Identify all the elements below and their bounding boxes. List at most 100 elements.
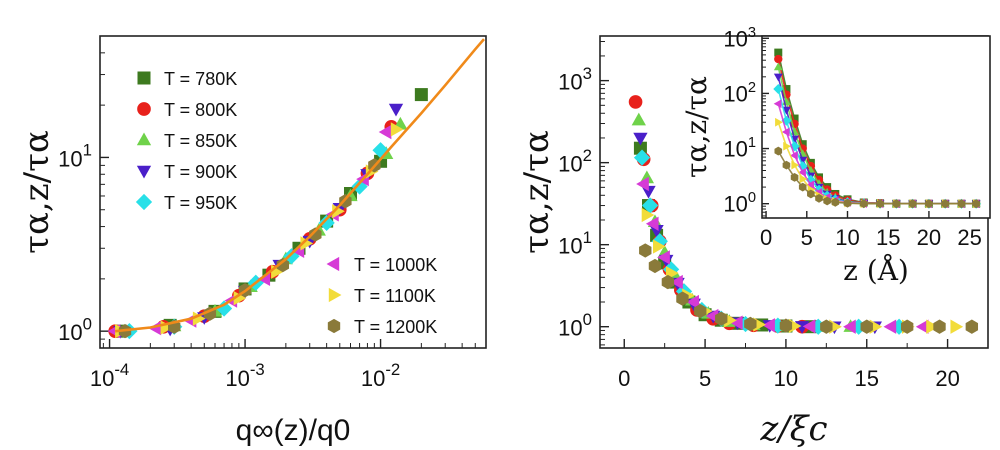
data-point <box>661 274 675 290</box>
data-point <box>774 146 783 156</box>
legend-entry: T = 1200K <box>327 317 437 337</box>
x-tick-label: 15 <box>876 225 900 250</box>
y-tick-label: 100 <box>558 310 592 341</box>
data-point <box>762 318 775 333</box>
y-axis-label: τα,z/τα <box>680 76 713 178</box>
data-point <box>773 99 782 109</box>
legend-marker <box>326 256 340 272</box>
x-tick-label: 5 <box>699 366 711 391</box>
data-point <box>686 294 699 310</box>
data-point <box>791 160 800 170</box>
data-point <box>372 142 389 159</box>
data-point <box>631 112 646 126</box>
data-point <box>925 199 933 209</box>
data-point <box>670 274 683 290</box>
data-point <box>744 316 757 332</box>
data-point <box>694 303 707 319</box>
x-tick-label: 10-2 <box>361 360 400 391</box>
series-t-1200k <box>774 146 980 209</box>
data-point <box>775 117 783 127</box>
legend-label: T = 1200K <box>354 317 437 337</box>
data-point <box>798 182 807 192</box>
y-axis-label: τα,z/τα <box>517 130 557 254</box>
legend-label: T = 1100K <box>354 286 436 306</box>
data-point <box>823 196 831 206</box>
data-point <box>318 214 335 232</box>
data-point <box>641 185 656 199</box>
data-point <box>779 318 793 333</box>
data-point <box>774 54 783 64</box>
data-point <box>414 88 428 102</box>
data-point <box>639 243 652 258</box>
legend-entry: T = 900K <box>136 162 237 182</box>
y-tick-label: 101 <box>723 135 756 161</box>
data-point <box>900 319 914 334</box>
data-point <box>773 84 784 95</box>
legend-label: T = 950K <box>164 193 237 213</box>
data-point <box>950 319 964 334</box>
data-point <box>831 197 840 207</box>
x-tick-label: 20 <box>935 366 959 391</box>
legend-entry: T = 850K <box>136 131 237 151</box>
data-point <box>388 103 404 117</box>
x-axis-label: z (Å) <box>843 254 909 287</box>
data-point <box>636 176 649 192</box>
series-t-1000k <box>107 124 392 339</box>
legend-marker <box>328 287 342 303</box>
x-axis-label: z/ξc <box>759 409 827 449</box>
data-point <box>276 257 290 273</box>
data-point <box>892 199 901 209</box>
data-point <box>648 258 662 274</box>
legend-label: T = 780K <box>164 69 237 89</box>
data-point <box>798 167 806 177</box>
legend-label: T = 800K <box>164 100 237 120</box>
data-point <box>820 319 833 334</box>
legend-entry: T = 800K <box>137 100 237 120</box>
data-point <box>926 319 939 334</box>
data-point <box>883 319 897 334</box>
panel-left-chart: 10-4 10-3 10-2 100 101 q∞(z)/q0 τα,z/τα T = 780… <box>17 35 487 447</box>
data-point <box>782 160 791 170</box>
series-t-1200k <box>118 158 381 339</box>
data-point <box>390 122 404 137</box>
x-tick-label: 25 <box>957 225 981 250</box>
legend-marker <box>136 165 152 179</box>
data-point <box>860 319 873 334</box>
data-point <box>653 239 666 254</box>
legend-marker <box>136 132 152 146</box>
data-point <box>215 300 233 317</box>
data-point <box>807 189 815 199</box>
data-point <box>192 311 206 326</box>
x-tick-label: 10-3 <box>225 360 264 391</box>
series-t-1000k <box>636 176 929 334</box>
data-point <box>633 149 651 166</box>
y-tick-label: 101 <box>58 141 92 172</box>
data-point <box>309 227 322 242</box>
data-point <box>794 321 810 334</box>
y-tick-label: 101 <box>558 228 592 259</box>
data-point <box>773 62 783 71</box>
y-tick-label: 102 <box>723 80 756 106</box>
data-point <box>843 319 856 334</box>
data-point <box>915 319 929 334</box>
x-tick-label: 5 <box>801 225 813 250</box>
data-point <box>941 199 950 209</box>
legend-entry: T = 780K <box>137 69 237 89</box>
x-tick-label: 10-4 <box>90 360 129 391</box>
data-point <box>843 198 852 208</box>
data-point <box>790 172 799 182</box>
data-point <box>628 95 643 109</box>
data-point <box>957 199 966 209</box>
x-tick-label: 0 <box>760 225 772 250</box>
data-point <box>933 319 946 334</box>
data-point <box>773 73 783 82</box>
x-tick-label: 10 <box>835 225 859 250</box>
data-point <box>332 204 345 219</box>
x-tick-label: 20 <box>917 225 941 250</box>
data-point <box>799 174 808 184</box>
legend-label: T = 850K <box>164 131 237 151</box>
data-point <box>715 311 728 326</box>
data-point <box>806 180 815 190</box>
series-t-1200k <box>639 243 979 334</box>
data-point <box>908 199 917 209</box>
